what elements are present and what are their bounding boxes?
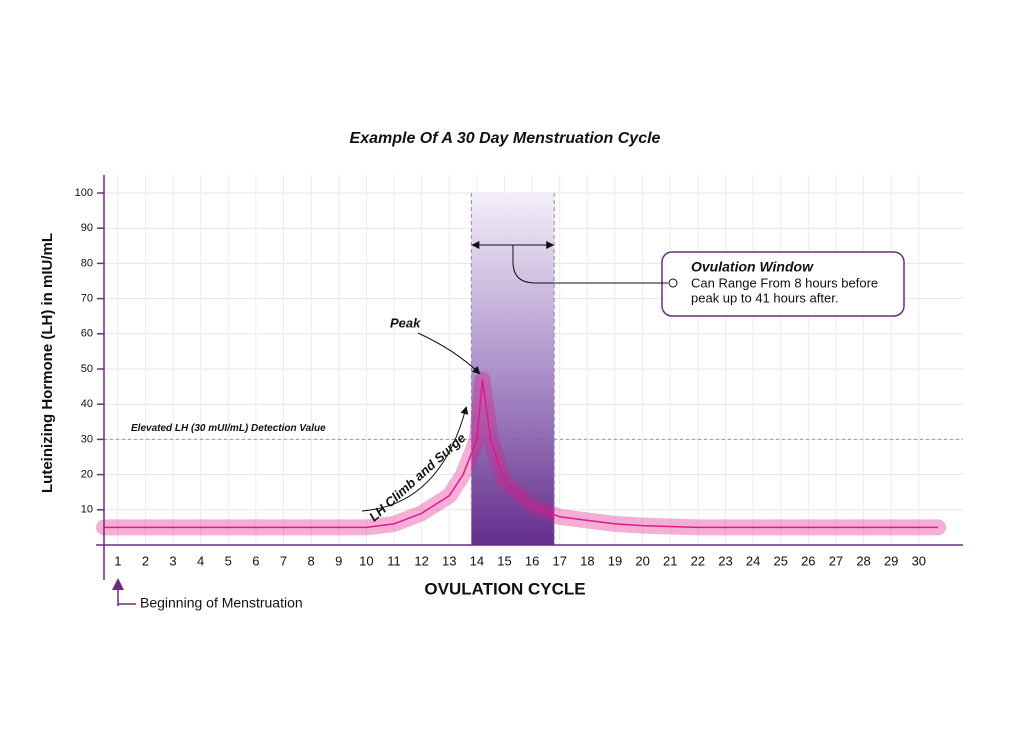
x-tick-label: 1 (114, 553, 121, 568)
x-tick-label: 13 (442, 553, 456, 568)
y-tick-label: 30 (81, 433, 93, 445)
x-tick-label: 30 (912, 553, 926, 568)
x-tick-label: 7 (280, 553, 287, 568)
x-tick-label: 12 (414, 553, 428, 568)
y-tick-label: 10 (81, 504, 93, 516)
x-tick-label: 6 (252, 553, 259, 568)
callout-title: Ovulation Window (691, 259, 814, 275)
x-tick-label: 2 (142, 553, 149, 568)
x-tick-label: 10 (359, 553, 373, 568)
callout-text: Can Range From 8 hours before (691, 275, 878, 290)
x-tick-label: 25 (773, 553, 787, 568)
x-tick-label: 5 (225, 553, 232, 568)
x-tick-label: 23 (718, 553, 732, 568)
x-tick-label: 21 (663, 553, 677, 568)
chart-title: Example Of A 30 Day Menstruation Cycle (350, 130, 661, 147)
line (104, 378, 939, 529)
x-tick-label: 8 (308, 553, 315, 568)
x-tick-label: 3 (169, 553, 176, 568)
start-label: Beginning of Menstruation (140, 595, 303, 611)
y-tick-label: 70 (81, 293, 93, 305)
x-tick-label: 14 (470, 553, 484, 568)
x-tick-label: 27 (829, 553, 843, 568)
x-tick-label: 4 (197, 553, 204, 568)
callout-text: peak up to 41 hours after. (691, 290, 838, 305)
x-axis-label: OVULATION CYCLE (424, 579, 585, 598)
x-tick-label: 20 (635, 553, 649, 568)
callout-connector (512, 245, 668, 284)
y-tick-label: 80 (81, 257, 93, 269)
y-axis-label: Luteinizing Hormone (LH) in mIU/mL (39, 233, 56, 493)
x-tick-label: 15 (497, 553, 511, 568)
y-tick-label: 90 (81, 222, 93, 234)
x-tick-label: 11 (387, 553, 401, 568)
y-tick-label: 20 (81, 469, 93, 481)
x-tick-label: 26 (801, 553, 815, 568)
x-tick-label: 19 (608, 553, 622, 568)
threshold-label: Elevated LH (30 mUI/mL) Detection Value (131, 423, 326, 434)
x-tick-label: 24 (746, 553, 760, 568)
peak-arrow (417, 332, 481, 375)
y-tick-label: 60 (81, 328, 93, 340)
callout-box (661, 251, 905, 317)
x-tick-label: 18 (580, 553, 594, 568)
peak-label: Peak (390, 315, 421, 330)
climb-arrow (361, 406, 469, 512)
x-tick-label: 16 (525, 553, 539, 568)
y-tick-label: 40 (81, 398, 93, 410)
x-tick-label: 29 (884, 553, 898, 568)
x-tick-label: 17 (553, 553, 567, 568)
y-tick-label: 50 (81, 363, 93, 375)
x-tick-label: 28 (856, 553, 870, 568)
y-tick-label: 100 (75, 187, 93, 199)
callout-dot (668, 278, 678, 288)
x-tick-label: 9 (335, 553, 342, 568)
x-tick-label: 22 (691, 553, 705, 568)
